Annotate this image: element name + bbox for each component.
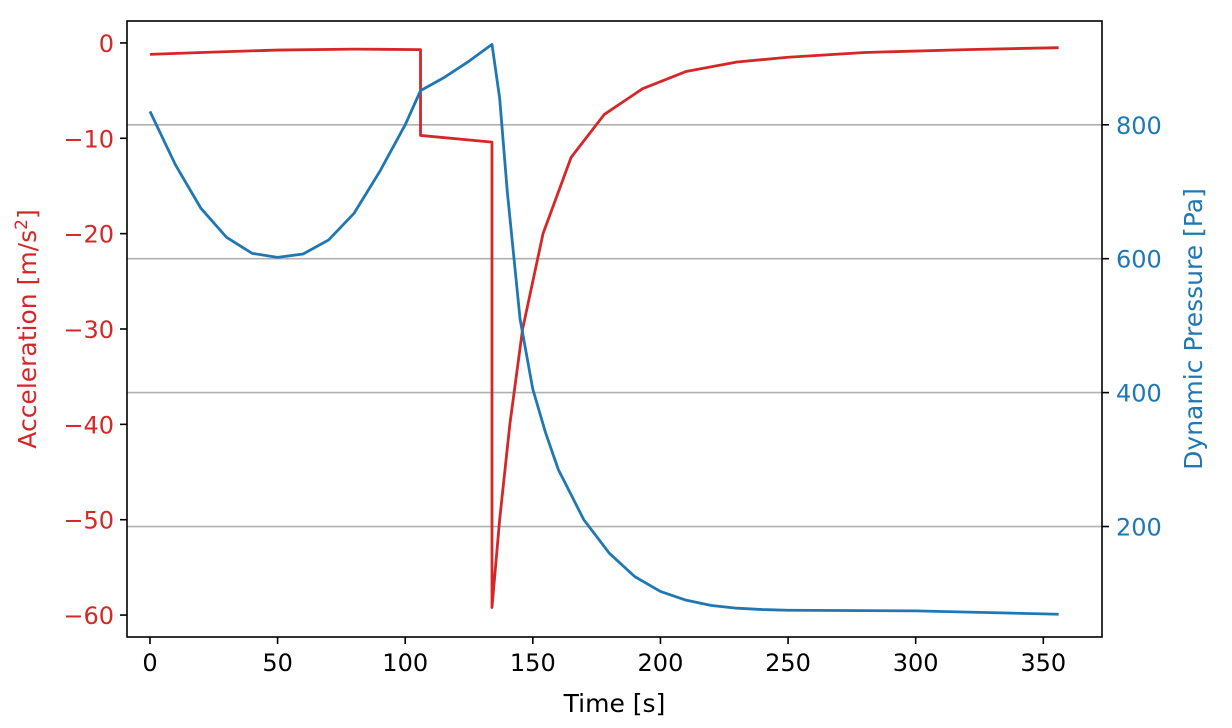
grid-lines [127, 123, 1102, 528]
x-tick-label: 0 [142, 649, 157, 677]
x-tick-label: 100 [382, 649, 428, 677]
y-axis-left-label-sup: 2 [12, 219, 32, 230]
plot-frame [126, 20, 1103, 638]
y-left-tick-label: −60 [63, 602, 114, 630]
x-axis-label: Time [s] [563, 689, 666, 718]
tick-layer: 0 50 100 150 200 250 300 350 0 −10 −20 −30 −40 −50 −60… [63, 30, 1161, 677]
y-axis-left-label-tail: ] [13, 209, 42, 219]
y-left-tick-label: 0 [99, 30, 114, 58]
x-tick-label: 150 [510, 649, 556, 677]
x-tick-label: 250 [765, 649, 811, 677]
x-tick-label: 350 [1020, 649, 1066, 677]
y-axis-left-label: Acceleration [m/s2] [12, 209, 42, 448]
y-right-tick-label: 200 [1116, 514, 1162, 542]
y-left-tick-label: −40 [63, 411, 114, 439]
y-left-tick-label: −30 [63, 316, 114, 344]
y-left-tick-label: −50 [63, 507, 114, 535]
y-right-tick-label: 600 [1116, 246, 1162, 274]
y-left-tick-label: −20 [63, 221, 114, 249]
y-left-tick-label: −10 [63, 125, 114, 153]
series-layer [148, 43, 1059, 616]
x-tick-label: 300 [893, 649, 939, 677]
acceleration-line [149, 46, 1059, 609]
y-axis-left-label-main: Acceleration [m/s [13, 230, 42, 449]
y-right-tick-label: 400 [1116, 380, 1162, 408]
y-axis-right-label: Dynamic Pressure [Pa] [1179, 188, 1208, 470]
x-tick-label: 200 [638, 649, 684, 677]
dynamic-pressure-line [148, 43, 1059, 616]
y-right-tick-label: 800 [1116, 112, 1162, 140]
x-tick-label: 50 [262, 649, 293, 677]
